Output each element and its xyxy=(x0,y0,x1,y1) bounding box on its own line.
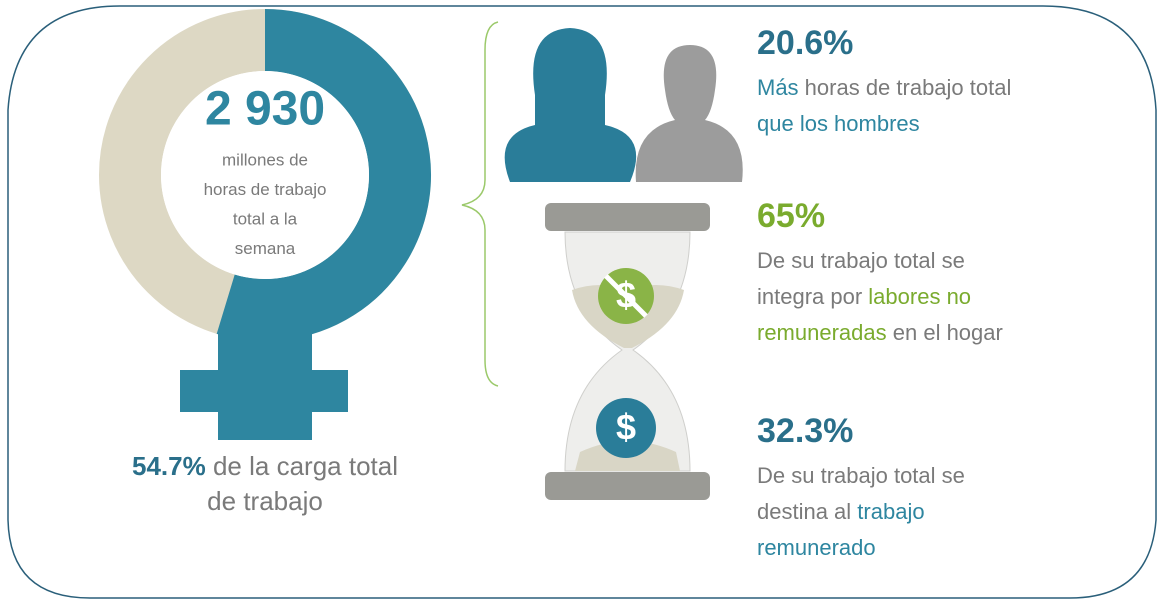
stat-value: 20.6% xyxy=(757,24,853,62)
woman-icon xyxy=(504,28,637,182)
stat-segment: destina al xyxy=(757,499,857,524)
panel-border xyxy=(7,5,1157,599)
stat-line: Más horas de trabajo total xyxy=(757,75,1011,100)
share-line: 54.7% de la carga total xyxy=(132,451,398,481)
stat-segment: Más xyxy=(757,75,799,100)
svg-text:$: $ xyxy=(616,407,636,448)
stat-line: integra por labores no xyxy=(757,284,971,309)
hourglass: $ $ xyxy=(545,203,710,500)
subtitle-line: semana xyxy=(235,239,296,258)
stat-line: que los hombres xyxy=(757,111,920,136)
stat-segment: remunerado xyxy=(757,535,876,560)
stat-segment: integra por xyxy=(757,284,868,309)
share-text: de trabajo xyxy=(207,486,323,516)
stat-segment: remuneradas xyxy=(757,320,887,345)
stat-line: remuneradas en el hogar xyxy=(757,320,1003,345)
ring-share xyxy=(216,9,431,341)
stat-segment: en el hogar xyxy=(887,320,1003,345)
ring-center xyxy=(161,71,369,279)
share-label: 54.7% xyxy=(132,451,206,481)
share-text: de la carga total xyxy=(206,451,398,481)
stat-segment: horas de trabajo total xyxy=(799,75,1012,100)
subtitle-line: millones de xyxy=(222,150,308,169)
total: 2 930 xyxy=(205,83,325,136)
stat-segment: De su trabajo total se xyxy=(757,463,965,488)
cross-bar xyxy=(180,370,348,412)
subtitle-line: total a la xyxy=(233,209,298,228)
stat-segment: que los hombres xyxy=(757,111,920,136)
stat-line: remunerado xyxy=(757,535,876,560)
stat-value: 65% xyxy=(757,197,825,235)
stat-line: De su trabajo total se xyxy=(757,463,965,488)
stat-segment: De su trabajo total se xyxy=(757,248,965,273)
stat-line: destina al trabajo xyxy=(757,499,925,524)
stat-segment: labores no xyxy=(868,284,971,309)
bracket xyxy=(461,21,499,387)
subtitle-line: horas de trabajo xyxy=(204,180,327,199)
stat-line: De su trabajo total se xyxy=(757,248,965,273)
man-icon xyxy=(635,45,743,182)
stat-segment: trabajo xyxy=(857,499,924,524)
stat-value: 32.3% xyxy=(757,412,853,450)
